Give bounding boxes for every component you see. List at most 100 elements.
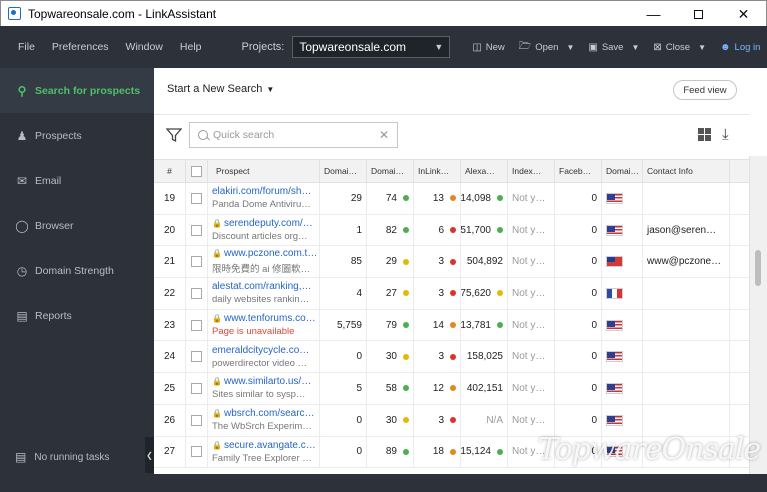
domain-metric-2-value: 30 [385, 351, 397, 363]
row-checkbox[interactable] [191, 224, 202, 236]
table-row[interactable]: 27 🔒 secure.avangate.c… Family Tree Explore… [154, 436, 749, 469]
prospect-url-link[interactable]: alestat.com/ranking,… [212, 281, 312, 292]
prospect-url-link[interactable]: 🔒 www.similarto.us/… [212, 376, 311, 387]
sidebar-item-domain-strength[interactable]: ◷ Domain Strength [0, 248, 154, 293]
menu-window[interactable]: Window [125, 41, 163, 53]
sidebar-item-browser[interactable]: ◯ Browser [0, 203, 154, 248]
table-row[interactable]: 20 🔒 serendeputy.com/… Discount articles or… [154, 214, 749, 247]
table-row[interactable]: 19 elakiri.com/forum/sh… Panda Dome Antivi… [154, 183, 749, 215]
save-project-button[interactable]: ▣ Save ▼ [588, 42, 639, 53]
login-button[interactable]: ☻ Log in [720, 42, 760, 53]
column-header-index[interactable]: Index… [508, 160, 555, 182]
prospect-url-link[interactable]: 🔒 www.tenforums.co… [212, 313, 316, 324]
open-project-button[interactable]: 🗁 Open ▼ [519, 39, 575, 56]
scrollbar-thumb[interactable] [755, 250, 761, 286]
alexa-metric: 15,124 [461, 436, 508, 468]
alexa-metric: 75,620 [461, 278, 508, 309]
prospect-url-link[interactable]: 🔒 www.pczone.com.t… [212, 248, 316, 259]
table-row[interactable]: 22 alestat.com/ranking,… daily websites ra… [154, 278, 749, 310]
facebook-metric: 0 [555, 341, 602, 373]
grid-view-icon[interactable] [698, 128, 711, 141]
sidebar-item-label: Reports [35, 309, 72, 322]
column-header-inlink[interactable]: InLink… [414, 160, 461, 182]
sidebar-item-search-for-prospects[interactable]: ⚲ Search for prospects [0, 68, 154, 113]
prospect-url-link[interactable]: 🔒 secure.avangate.c… [212, 440, 316, 451]
prospect-url-link[interactable]: 🔒 serendeputy.com/… [212, 218, 313, 229]
column-header-alexa[interactable]: Alexa… [461, 160, 508, 182]
project-dropdown[interactable]: Topwareonsale.com ▼ [292, 36, 451, 58]
row-checkbox[interactable] [191, 351, 202, 363]
column-header-domain-country[interactable]: Domai… [602, 160, 643, 182]
row-checkbox[interactable] [191, 319, 202, 331]
prospect-url-link[interactable]: elakiri.com/forum/sh… [212, 186, 311, 197]
row-checkbox[interactable] [191, 256, 202, 268]
row-checkbox[interactable] [191, 192, 202, 204]
menu-preferences[interactable]: Preferences [51, 41, 109, 53]
email-icon: ✉ [16, 173, 28, 188]
row-number: 22 [154, 278, 186, 309]
sidebar-item-email[interactable]: ✉ Email [0, 158, 154, 203]
gauge-icon: ◷ [16, 263, 28, 278]
inlink-value: 12 [432, 382, 444, 394]
running-tasks-status[interactable]: ▤ No running tasks [15, 450, 109, 464]
maximize-button[interactable] [676, 1, 721, 27]
maximize-icon [694, 9, 703, 19]
domain-metric-2-value: 74 [385, 192, 397, 204]
tasks-icon: ▤ [15, 450, 27, 464]
app-logo-icon [8, 7, 21, 20]
sidebar-item-label: Search for prospects [35, 84, 141, 97]
row-checkbox[interactable] [191, 446, 202, 458]
feed-view-button[interactable]: Feed view [673, 80, 737, 100]
minimize-button[interactable]: — [631, 1, 676, 27]
prospect-url: serendeputy.com/… [223, 218, 313, 230]
download-icon[interactable]: ⤓ [722, 126, 729, 143]
prospect-url-link[interactable]: emeraldcitycycle.co… [212, 345, 309, 356]
vertical-scrollbar[interactable] [749, 156, 767, 474]
prospect-page-title: The WbSrch Experim… [212, 421, 312, 433]
lock-icon: 🔒 [212, 409, 222, 419]
column-header-number[interactable]: # [154, 160, 186, 182]
table-row[interactable]: 24 emeraldcitycycle.co… powerdirector vide… [154, 341, 749, 374]
column-header-contact-info[interactable]: Contact Info [643, 160, 730, 182]
clear-search-icon[interactable]: ✕ [378, 128, 389, 142]
column-header-prospect[interactable]: Prospect [208, 160, 320, 182]
row-checkbox-cell [186, 246, 208, 278]
new-search-dropdown[interactable]: Start a New Search ▼ [167, 83, 274, 95]
status-dot [497, 227, 503, 234]
close-window-button[interactable]: ✕ [721, 1, 766, 27]
alexa-metric: 504,892 [461, 246, 508, 278]
close-project-button[interactable]: ⊠ Close ▼ [653, 42, 706, 53]
table-row[interactable]: 26 🔒 wbsrch.com/searc… The WbSrch Experim… 0… [154, 404, 749, 437]
column-header-select[interactable] [186, 160, 208, 182]
column-header-facebook[interactable]: Faceb… [555, 160, 602, 182]
sidebar-item-prospects[interactable]: ♟ Prospects [0, 113, 154, 158]
chevron-down-icon: ▼ [631, 42, 640, 52]
table-row[interactable]: 21 🔒 www.pczone.com.t… 限時免費的 ai 修圖軟… 85 29 3 50… [154, 246, 749, 279]
filter-icon[interactable] [166, 127, 182, 143]
quick-search-input[interactable]: Quick search ✕ [189, 122, 398, 148]
user-icon: ☻ [720, 41, 731, 53]
column-header-domain-1[interactable]: Domai… [320, 160, 367, 182]
alexa-value: 13,781 [461, 319, 491, 331]
table-row[interactable]: 25 🔒 www.similarto.us/… Sites similar to sy… [154, 373, 749, 405]
new-project-button[interactable]: ◫ New [472, 42, 504, 53]
row-filler [730, 215, 749, 246]
row-checkbox[interactable] [191, 287, 202, 299]
facebook-metric: 0 [555, 404, 602, 436]
column-header-domain-2[interactable]: Domai… [367, 160, 414, 182]
collapse-sidebar-button[interactable]: ❮ [145, 437, 154, 473]
domain-country-cell [602, 341, 643, 373]
menu-file[interactable]: File [18, 41, 35, 53]
row-filler [730, 405, 749, 436]
chevron-down-icon: ▼ [434, 42, 444, 52]
prospect-url-link[interactable]: 🔒 wbsrch.com/searc… [212, 408, 315, 419]
row-checkbox[interactable] [191, 382, 202, 394]
status-dot [450, 195, 456, 202]
table-row[interactable]: 23 🔒 www.tenforums.co… Page is unavailable 5… [154, 309, 749, 342]
menu-help[interactable]: Help [179, 41, 202, 53]
lock-icon: 🔒 [212, 249, 222, 259]
select-all-checkbox[interactable] [191, 165, 202, 177]
row-checkbox[interactable] [191, 414, 202, 426]
sidebar-item-reports[interactable]: ▤ Reports [0, 293, 154, 338]
inlink-metric: 13 [414, 183, 461, 214]
